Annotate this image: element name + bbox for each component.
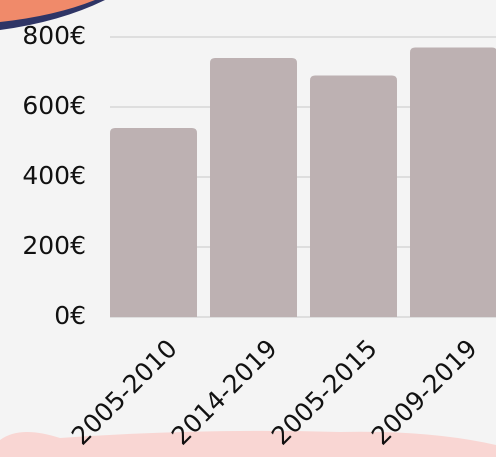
y-tick-label: 600€ xyxy=(22,91,86,120)
bar xyxy=(210,58,297,317)
y-tick-label: 0€ xyxy=(54,301,86,330)
y-tick-label: 200€ xyxy=(22,231,86,260)
chart: 0€200€400€600€800€2005-20102014-20192005… xyxy=(0,0,496,457)
bar xyxy=(310,76,397,318)
page: {"chart_data": {"type": "bar", "categori… xyxy=(0,0,496,457)
bar xyxy=(410,48,496,318)
bar xyxy=(110,128,197,317)
y-tick-label: 800€ xyxy=(22,21,86,50)
y-tick-label: 400€ xyxy=(22,161,86,190)
